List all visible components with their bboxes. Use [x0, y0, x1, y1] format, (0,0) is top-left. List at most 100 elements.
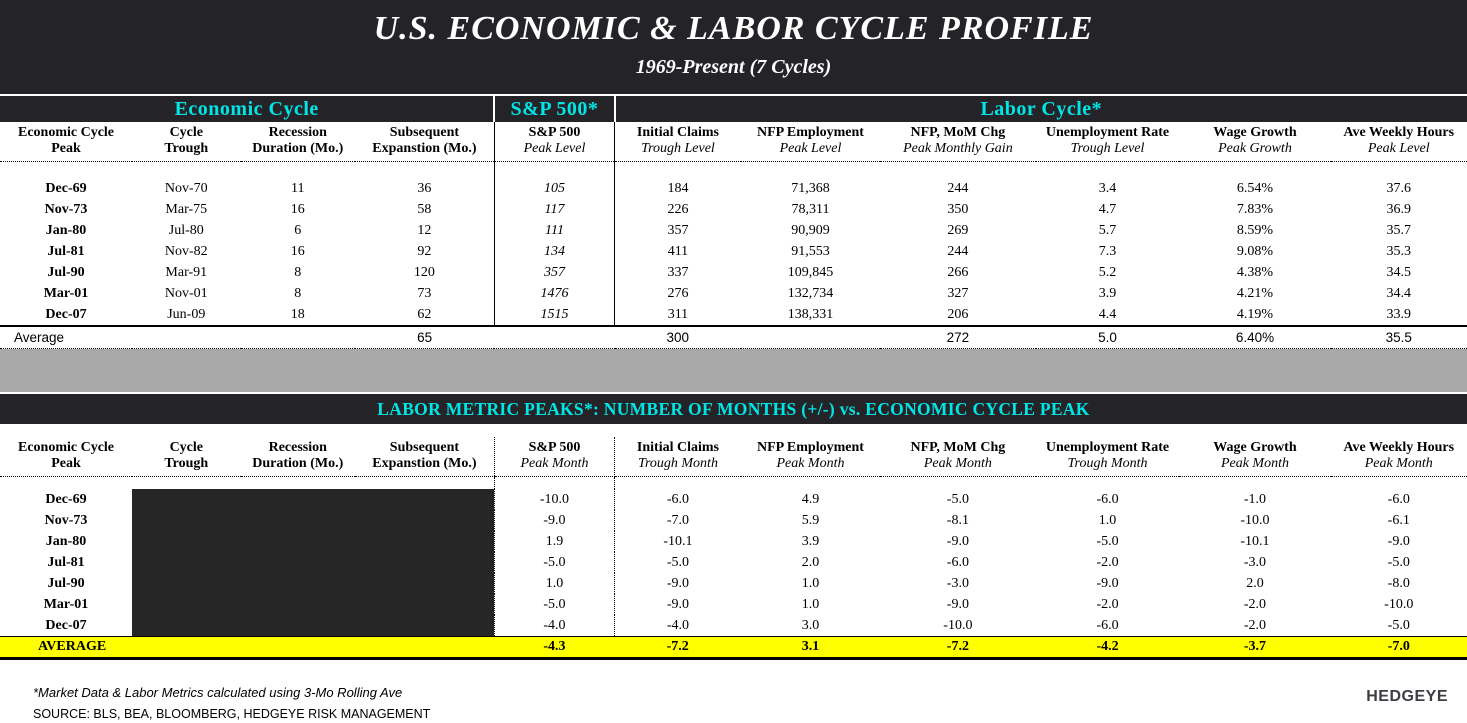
- column-header-line2: Peak Level: [1367, 141, 1430, 156]
- column-header-line1: Ave Weekly Hours: [1343, 125, 1455, 140]
- peak-month-row: Dec-07 -4.0 -4.0 3.0 -10.0 -6.0 -2.0 -5.0: [0, 615, 1467, 637]
- table-cell: Mar-75: [165, 202, 208, 217]
- table-cell: 4.21%: [1236, 286, 1274, 301]
- divider-band: [0, 349, 1467, 392]
- column-header-line2: Peak Monthly Gain: [903, 141, 1013, 156]
- table-cell: Nov-70: [164, 181, 208, 196]
- table-cell: Jun-09: [132, 304, 241, 327]
- table-cell: -4.0: [666, 618, 690, 633]
- average-cell: [132, 636, 241, 660]
- average-row-highlighted: AVERAGE -4.3 -7.2 3.1 -7.2 -4.2 -3.7 -7.…: [0, 636, 1467, 660]
- table-cell: -5.0: [1387, 618, 1410, 633]
- page-title: U.S. ECONOMIC & LABOR CYCLE PROFILE: [373, 10, 1094, 47]
- table-cell: 105: [493, 178, 616, 199]
- average-cell: 6.40%: [1179, 326, 1331, 349]
- peak-month-row: Jan-80 1.9 -10.1 3.9 -9.0 -5.0 -10.1 -9.0: [0, 531, 1467, 552]
- table-cell: -6.0: [1387, 492, 1410, 507]
- table-cell: -5.0: [666, 555, 690, 570]
- table-cell: -3.0: [1243, 555, 1267, 570]
- column-header-line1: Wage Growth: [1213, 440, 1297, 455]
- average-cell: [132, 326, 241, 349]
- spacer-row-group: [0, 161, 1467, 179]
- table-cell: 62: [354, 304, 495, 327]
- average-cell: 65: [354, 326, 495, 349]
- table-cell: 7.83%: [1236, 202, 1274, 217]
- table-cell: 8: [294, 286, 302, 301]
- table-cell: 6.54%: [1236, 181, 1274, 196]
- column-header: Recession Duration (Mo.): [240, 122, 355, 162]
- column-header-line2: Trough Level: [1070, 141, 1145, 156]
- column-header: Initial Claims Trough Level: [614, 122, 741, 162]
- column-header-line2: Expanstion (Mo.): [372, 456, 477, 471]
- table-cell: 1.0: [1098, 513, 1117, 528]
- spacer-cell: [615, 477, 741, 490]
- table-cell: 134: [493, 241, 616, 262]
- table-cell: 337: [667, 265, 689, 280]
- column-header: NFP, MoM Chg Peak Monthly Gain: [880, 122, 1036, 162]
- table-cell: [240, 573, 355, 594]
- table-cell: -9.0: [946, 597, 969, 612]
- average-cell: [354, 636, 495, 660]
- table-cell: [354, 573, 495, 594]
- peaks-table-body: Dec-69 -10.0 -6.0 4.9 -5.0 -6.0 -1.0 -6.0 Nov-73…: [0, 489, 1467, 637]
- spacer-cell: [1179, 162, 1330, 179]
- average-cell: -4.2: [1035, 636, 1180, 660]
- table-cell: 311: [614, 304, 741, 327]
- table-cell: 34.5: [1386, 265, 1412, 280]
- column-header: NFP Employment Peak Level: [740, 122, 881, 162]
- column-header: Subsequent Expanstion (Mo.): [354, 437, 495, 477]
- table-cell: 34.4: [1386, 286, 1412, 301]
- table-cell: 5.2: [1098, 265, 1117, 280]
- column-header-line2: Peak Month: [1220, 456, 1289, 471]
- spacer-cell: [355, 477, 494, 490]
- table-cell: [354, 615, 495, 637]
- table-cell: 1.0: [493, 573, 616, 594]
- table-cell: 16: [290, 202, 305, 217]
- table-cell: 2.0: [1246, 576, 1264, 591]
- spacer-cell: [1179, 477, 1330, 490]
- table-cell: 1.0: [801, 597, 820, 612]
- column-header-line2: Peak Growth: [1218, 141, 1292, 156]
- table-cell: Mar-91: [165, 265, 208, 280]
- table-cell: Jul-81: [47, 555, 85, 570]
- column-header-line2: Peak Month: [776, 456, 845, 471]
- peak-month-row: Dec-69 -10.0 -6.0 4.9 -5.0 -6.0 -1.0 -6.0: [0, 489, 1467, 510]
- spacer-cell: [1331, 477, 1467, 490]
- table-cell: Nov-01: [164, 286, 208, 301]
- spacer-cell: [880, 162, 1036, 179]
- column-header: Ave Weekly Hours Peak Month: [1330, 437, 1467, 477]
- average-cell: 3.1: [740, 636, 881, 660]
- column-header-line1: Recession: [268, 125, 327, 140]
- column-header-line1: Cycle: [169, 125, 203, 140]
- table-cell: 226: [667, 202, 689, 217]
- table-cell: -2.0: [1243, 618, 1267, 633]
- table-cell: 5.9: [801, 513, 820, 528]
- table-cell: 3.4: [1098, 181, 1117, 196]
- table-cell: 4.9: [801, 492, 820, 507]
- spacer-cell: [741, 477, 880, 490]
- table-cell: [132, 510, 241, 531]
- column-header-line1: Economic Cycle: [17, 125, 115, 140]
- table-cell: -6.0: [1096, 492, 1119, 507]
- average-cell: [494, 326, 615, 349]
- column-header-line1: S&P 500: [528, 125, 581, 140]
- column-header: Wage Growth Peak Growth: [1179, 122, 1331, 162]
- table-cell: 71,368: [791, 181, 830, 196]
- spacer-cell: [615, 162, 741, 179]
- table-cell: [132, 615, 241, 637]
- cycle-row: Dec-69 Nov-70 11 36 105 184 71,368 244 3.4 6.54% 3…: [0, 178, 1467, 199]
- table-cell: 73: [417, 286, 432, 301]
- table-cell: 12: [417, 223, 432, 238]
- economic-labor-cycle-table: Economic Cycle S&P 500* Labor Cycle* Eco…: [0, 96, 1467, 349]
- average-cell: -3.7: [1179, 636, 1331, 660]
- group-header-economic-cycle: Economic Cycle: [0, 96, 495, 122]
- cycle-row: Dec-07 Jun-09 18 62 1515 311 138,331 206 4.4 4.19…: [0, 304, 1467, 327]
- table-cell: 4.4: [1035, 304, 1180, 327]
- peak-month-row: Jul-81 -5.0 -5.0 2.0 -6.0 -2.0 -3.0 -5.0: [0, 552, 1467, 573]
- average-cell: 35.5: [1330, 326, 1467, 349]
- section2-banner: LABOR METRIC PEAKS*: NUMBER OF MONTHS (+…: [0, 394, 1467, 424]
- peak-month-row: Mar-01 -5.0 -9.0 1.0 -9.0 -2.0 -2.0 -10.0: [0, 594, 1467, 615]
- table-cell: 9.08%: [1236, 244, 1274, 259]
- table-cell: [132, 573, 241, 594]
